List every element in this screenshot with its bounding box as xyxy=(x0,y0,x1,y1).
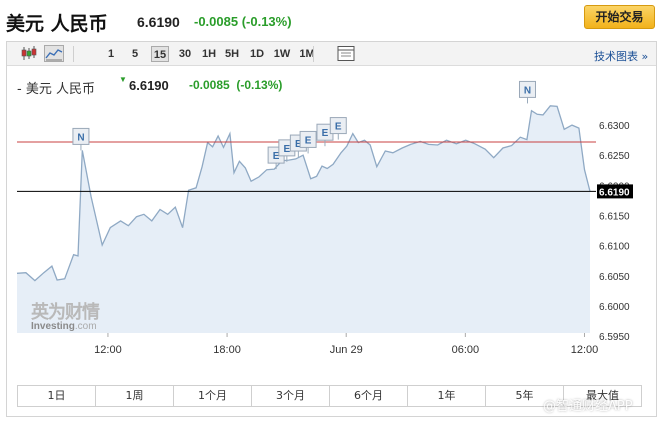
range-5[interactable]: 1年 xyxy=(408,386,486,406)
header-change: -0.0085 (-0.13%) xyxy=(194,14,292,29)
timeframe-1[interactable]: 1 xyxy=(107,48,115,60)
legend-price: 6.6190 xyxy=(129,78,169,93)
current-price-label: 6.6190 xyxy=(599,187,630,198)
event-marker-box xyxy=(299,130,317,148)
range-1[interactable]: 1周 xyxy=(96,386,174,406)
timeframe-1m[interactable]: 1M xyxy=(299,48,315,60)
legend-pair-name: - 美元 人民币 xyxy=(17,82,95,97)
quote-header: 美元 人民币 6.6190 -0.0085 (-0.13%) 开始交易 xyxy=(0,0,663,40)
y-tick-label: 6.6000 xyxy=(599,302,630,313)
technical-chart-link[interactable]: 技术图表 » xyxy=(594,50,649,63)
table-icon[interactable] xyxy=(336,45,356,62)
watermark-brand-domain: .com xyxy=(74,321,97,332)
timeframe-15[interactable]: 15 xyxy=(151,46,169,62)
range-3[interactable]: 3个月 xyxy=(252,386,330,406)
pair-title: 美元 人民币 xyxy=(6,13,108,35)
y-tick-label: 6.6100 xyxy=(599,242,630,253)
event-marker-label: E xyxy=(295,139,302,150)
y-tick-label: 6.5950 xyxy=(599,332,630,343)
range-4[interactable]: 6个月 xyxy=(330,386,408,406)
start-trading-button[interactable]: 开始交易 xyxy=(584,5,655,29)
event-marker-label: E xyxy=(284,144,291,155)
watermark-brand-cn: 英为财情 xyxy=(31,302,100,323)
timeframe-1d[interactable]: 1D xyxy=(249,48,265,60)
investing-watermark: 英为财情 Investing.com xyxy=(31,298,100,332)
range-2[interactable]: 1个月 xyxy=(174,386,252,406)
chart-toolbar: 1 5 15 30 1H 5H 1D 1W 1M 技术图表 » xyxy=(7,42,656,66)
toolbar-divider xyxy=(313,46,314,62)
watermark-brand-name: Investing xyxy=(31,321,75,332)
watermark-brand-en: Investing.com xyxy=(31,321,99,332)
source-watermark: @智通财经APP xyxy=(543,399,633,414)
area-chart-icon[interactable] xyxy=(44,45,64,62)
event-marker-label: E xyxy=(273,151,280,162)
price-area xyxy=(17,105,590,333)
range-0[interactable]: 1日 xyxy=(18,386,96,406)
header-price: 6.6190 xyxy=(137,14,180,30)
chart-frame xyxy=(6,41,657,417)
timeframe-30[interactable]: 30 xyxy=(178,48,192,60)
legend-change-pct: (-0.13%) xyxy=(236,78,283,92)
current-price-box xyxy=(597,184,633,199)
event-marker-label: E xyxy=(335,122,342,133)
event-marker-label: E xyxy=(305,135,312,146)
event-marker-label: E xyxy=(322,128,329,139)
x-tick-label: 12:00 xyxy=(571,344,599,356)
chart-legend: - 美元 人民币 ▼ 6.6190 -0.0085 (-0.13%) xyxy=(17,75,282,97)
range-selector: 1日 1周 1个月 3个月 6个月 1年 5年 最大值 xyxy=(17,385,642,407)
event-marker-box xyxy=(518,80,536,98)
y-tick-label: 6.6250 xyxy=(599,151,630,162)
toolbar-divider xyxy=(73,46,74,62)
x-tick-label: Jun 29 xyxy=(330,344,363,356)
down-arrow-icon: ▼ xyxy=(119,75,127,84)
event-marker-label: N xyxy=(524,85,531,96)
price-line xyxy=(16,105,591,282)
y-tick-label: 6.6150 xyxy=(599,212,630,223)
timeframe-5h[interactable]: 5H xyxy=(224,48,240,60)
range-7[interactable]: 最大值 xyxy=(586,389,619,402)
y-tick-label: 6.6300 xyxy=(599,121,630,132)
candlestick-icon[interactable] xyxy=(19,45,39,62)
x-tick-label: 12:00 xyxy=(94,344,122,356)
y-tick-label: 6.6050 xyxy=(599,272,630,283)
x-tick-label: 06:00 xyxy=(452,344,480,356)
legend-change-value: -0.0085 xyxy=(189,78,230,92)
legend-change: -0.0085 (-0.13%) xyxy=(189,78,282,92)
event-marker-box xyxy=(329,117,347,135)
event-marker-label: N xyxy=(77,132,84,143)
timeframe-1h[interactable]: 1H xyxy=(201,48,217,60)
timeframe-5[interactable]: 5 xyxy=(131,48,139,60)
range-6[interactable]: 5年 xyxy=(486,386,564,406)
x-tick-label: 18:00 xyxy=(213,344,241,356)
timeframe-1w[interactable]: 1W xyxy=(273,48,291,60)
event-marker-box xyxy=(72,127,90,145)
